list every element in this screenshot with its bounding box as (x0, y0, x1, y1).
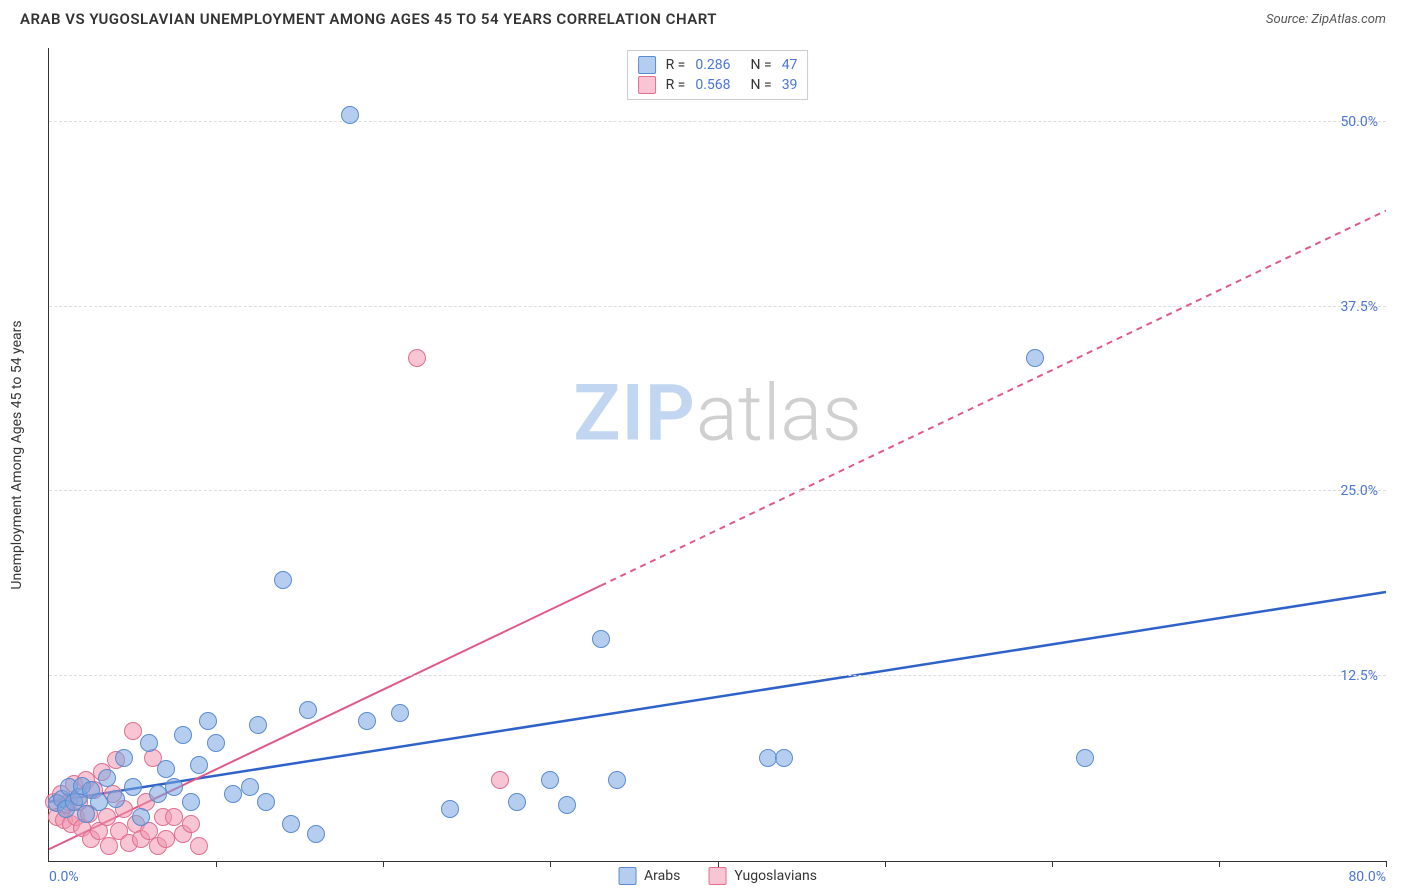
x-tick (216, 861, 217, 867)
x-axis-min-label: 0.0% (49, 869, 79, 885)
scatter-marker (224, 785, 242, 803)
scatter-marker (132, 808, 150, 826)
grid-line (49, 306, 1386, 307)
scatter-marker (391, 704, 409, 722)
x-tick (550, 861, 551, 867)
scatter-marker (90, 793, 108, 811)
scatter-marker (257, 793, 275, 811)
x-tick (1386, 861, 1387, 867)
scatter-marker (165, 808, 183, 826)
legend-label-yugoslavians: Yugoslavians (734, 868, 817, 884)
scatter-marker (759, 749, 777, 767)
scatter-marker (541, 771, 559, 789)
r-value-arabs: 0.286 (695, 57, 730, 73)
legend-item-yugoslavians: Yugoslavians (708, 867, 817, 885)
scatter-marker (124, 722, 142, 740)
chart-container: ZIPatlas Unemployment Among Ages 45 to 5… (48, 48, 1386, 862)
scatter-marker (140, 734, 158, 752)
scatter-marker (408, 349, 426, 367)
legend-stats-row-yugoslavians: R = 0.568 N = 39 (638, 75, 798, 95)
scatter-marker (107, 790, 125, 808)
y-axis-title: Unemployment Among Ages 45 to 54 years (9, 320, 25, 589)
scatter-marker (1026, 349, 1044, 367)
scatter-marker (207, 734, 225, 752)
x-tick (1052, 861, 1053, 867)
scatter-marker (149, 785, 167, 803)
scatter-marker (98, 769, 116, 787)
scatter-marker (358, 712, 376, 730)
trend-lines (49, 48, 1386, 861)
grid-line (49, 490, 1386, 491)
x-axis-max-label: 80.0% (1348, 869, 1386, 885)
scatter-marker (182, 793, 200, 811)
r-label: R = (666, 57, 686, 73)
scatter-marker (592, 630, 610, 648)
legend-label-arabs: Arabs (644, 868, 680, 884)
legend-swatch-pink (638, 76, 656, 94)
scatter-marker (182, 815, 200, 833)
legend-series: Arabs Yugoslavians (618, 867, 817, 885)
y-tick-label: 12.5% (1340, 668, 1378, 684)
scatter-marker (441, 800, 459, 818)
r-label: R = (666, 77, 686, 93)
scatter-marker (115, 749, 133, 767)
scatter-marker (165, 778, 183, 796)
plot-area: ZIPatlas Unemployment Among Ages 45 to 5… (48, 48, 1386, 862)
x-tick (383, 861, 384, 867)
scatter-marker (124, 778, 142, 796)
scatter-marker (241, 778, 259, 796)
chart-source: Source: ZipAtlas.com (1266, 12, 1386, 27)
scatter-marker (199, 712, 217, 730)
scatter-marker (608, 771, 626, 789)
r-value-yugoslavians: 0.568 (695, 77, 730, 93)
watermark: ZIPatlas (573, 368, 861, 459)
y-tick-label: 50.0% (1340, 114, 1378, 130)
scatter-marker (508, 793, 526, 811)
watermark-part2: atlas (696, 368, 862, 459)
grid-line (49, 121, 1386, 122)
x-tick (718, 861, 719, 867)
scatter-marker (307, 825, 325, 843)
x-tick (885, 861, 886, 867)
y-tick-label: 37.5% (1340, 299, 1378, 315)
legend-stats-box: R = 0.286 N = 47 R = 0.568 N = 39 (627, 50, 809, 100)
scatter-marker (274, 571, 292, 589)
scatter-marker (282, 815, 300, 833)
legend-swatch-pink (708, 867, 726, 885)
scatter-marker (1076, 749, 1094, 767)
scatter-marker (558, 796, 576, 814)
scatter-marker (491, 771, 509, 789)
scatter-marker (157, 760, 175, 778)
x-tick (1219, 861, 1220, 867)
legend-stats-row-arabs: R = 0.286 N = 47 (638, 55, 798, 75)
chart-header: ARAB VS YUGOSLAVIAN UNEMPLOYMENT AMONG A… (0, 0, 1406, 34)
n-value-arabs: 47 (782, 57, 798, 73)
grid-line (49, 675, 1386, 676)
n-label: N = (751, 77, 772, 93)
y-tick-label: 25.0% (1340, 483, 1378, 499)
watermark-part1: ZIP (573, 368, 696, 459)
n-label: N = (751, 57, 772, 73)
legend-swatch-blue (618, 867, 636, 885)
scatter-marker (190, 837, 208, 855)
n-value-yugoslavians: 39 (782, 77, 798, 93)
scatter-marker (157, 830, 175, 848)
scatter-marker (174, 726, 192, 744)
scatter-marker (190, 756, 208, 774)
legend-swatch-blue (638, 56, 656, 74)
scatter-marker (249, 716, 267, 734)
legend-item-arabs: Arabs (618, 867, 680, 885)
scatter-marker (299, 701, 317, 719)
chart-title: ARAB VS YUGOSLAVIAN UNEMPLOYMENT AMONG A… (20, 10, 717, 28)
scatter-marker (341, 106, 359, 124)
scatter-marker (775, 749, 793, 767)
